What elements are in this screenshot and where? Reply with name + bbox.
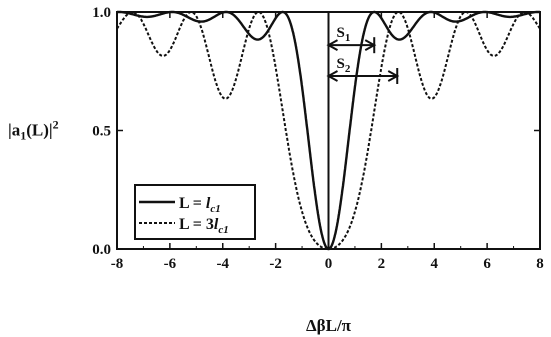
annotation-label-2: S2 [337,56,351,75]
series-line-1 [117,10,540,251]
x-tick-label: 0 [325,256,333,272]
y-tick-label: 0.5 [92,124,111,140]
x-tick-label: -4 [217,256,230,272]
annotation-label-1: S1 [337,25,351,44]
x-axis-title: ΔβL/π [306,316,352,335]
x-tick-label: 8 [536,256,544,272]
legend-label-1: L = lc1 [179,195,221,215]
y-axis-title: |a1(L)|2 [8,118,59,143]
y-tick-label: 0.0 [92,242,111,258]
x-tick-label: 2 [378,256,386,272]
legend-label-2: L = 3lc1 [179,216,229,236]
x-tick-label: -2 [269,256,282,272]
arrow-head-left [326,39,338,52]
x-tick-label: -6 [164,256,177,272]
x-tick-label: -8 [111,256,124,272]
y-tick-label: 1.0 [92,5,111,21]
x-tick-label: 4 [431,256,439,272]
x-tick-label: 6 [483,256,491,272]
legend-box [134,184,256,240]
arrow-head-left [326,70,338,82]
